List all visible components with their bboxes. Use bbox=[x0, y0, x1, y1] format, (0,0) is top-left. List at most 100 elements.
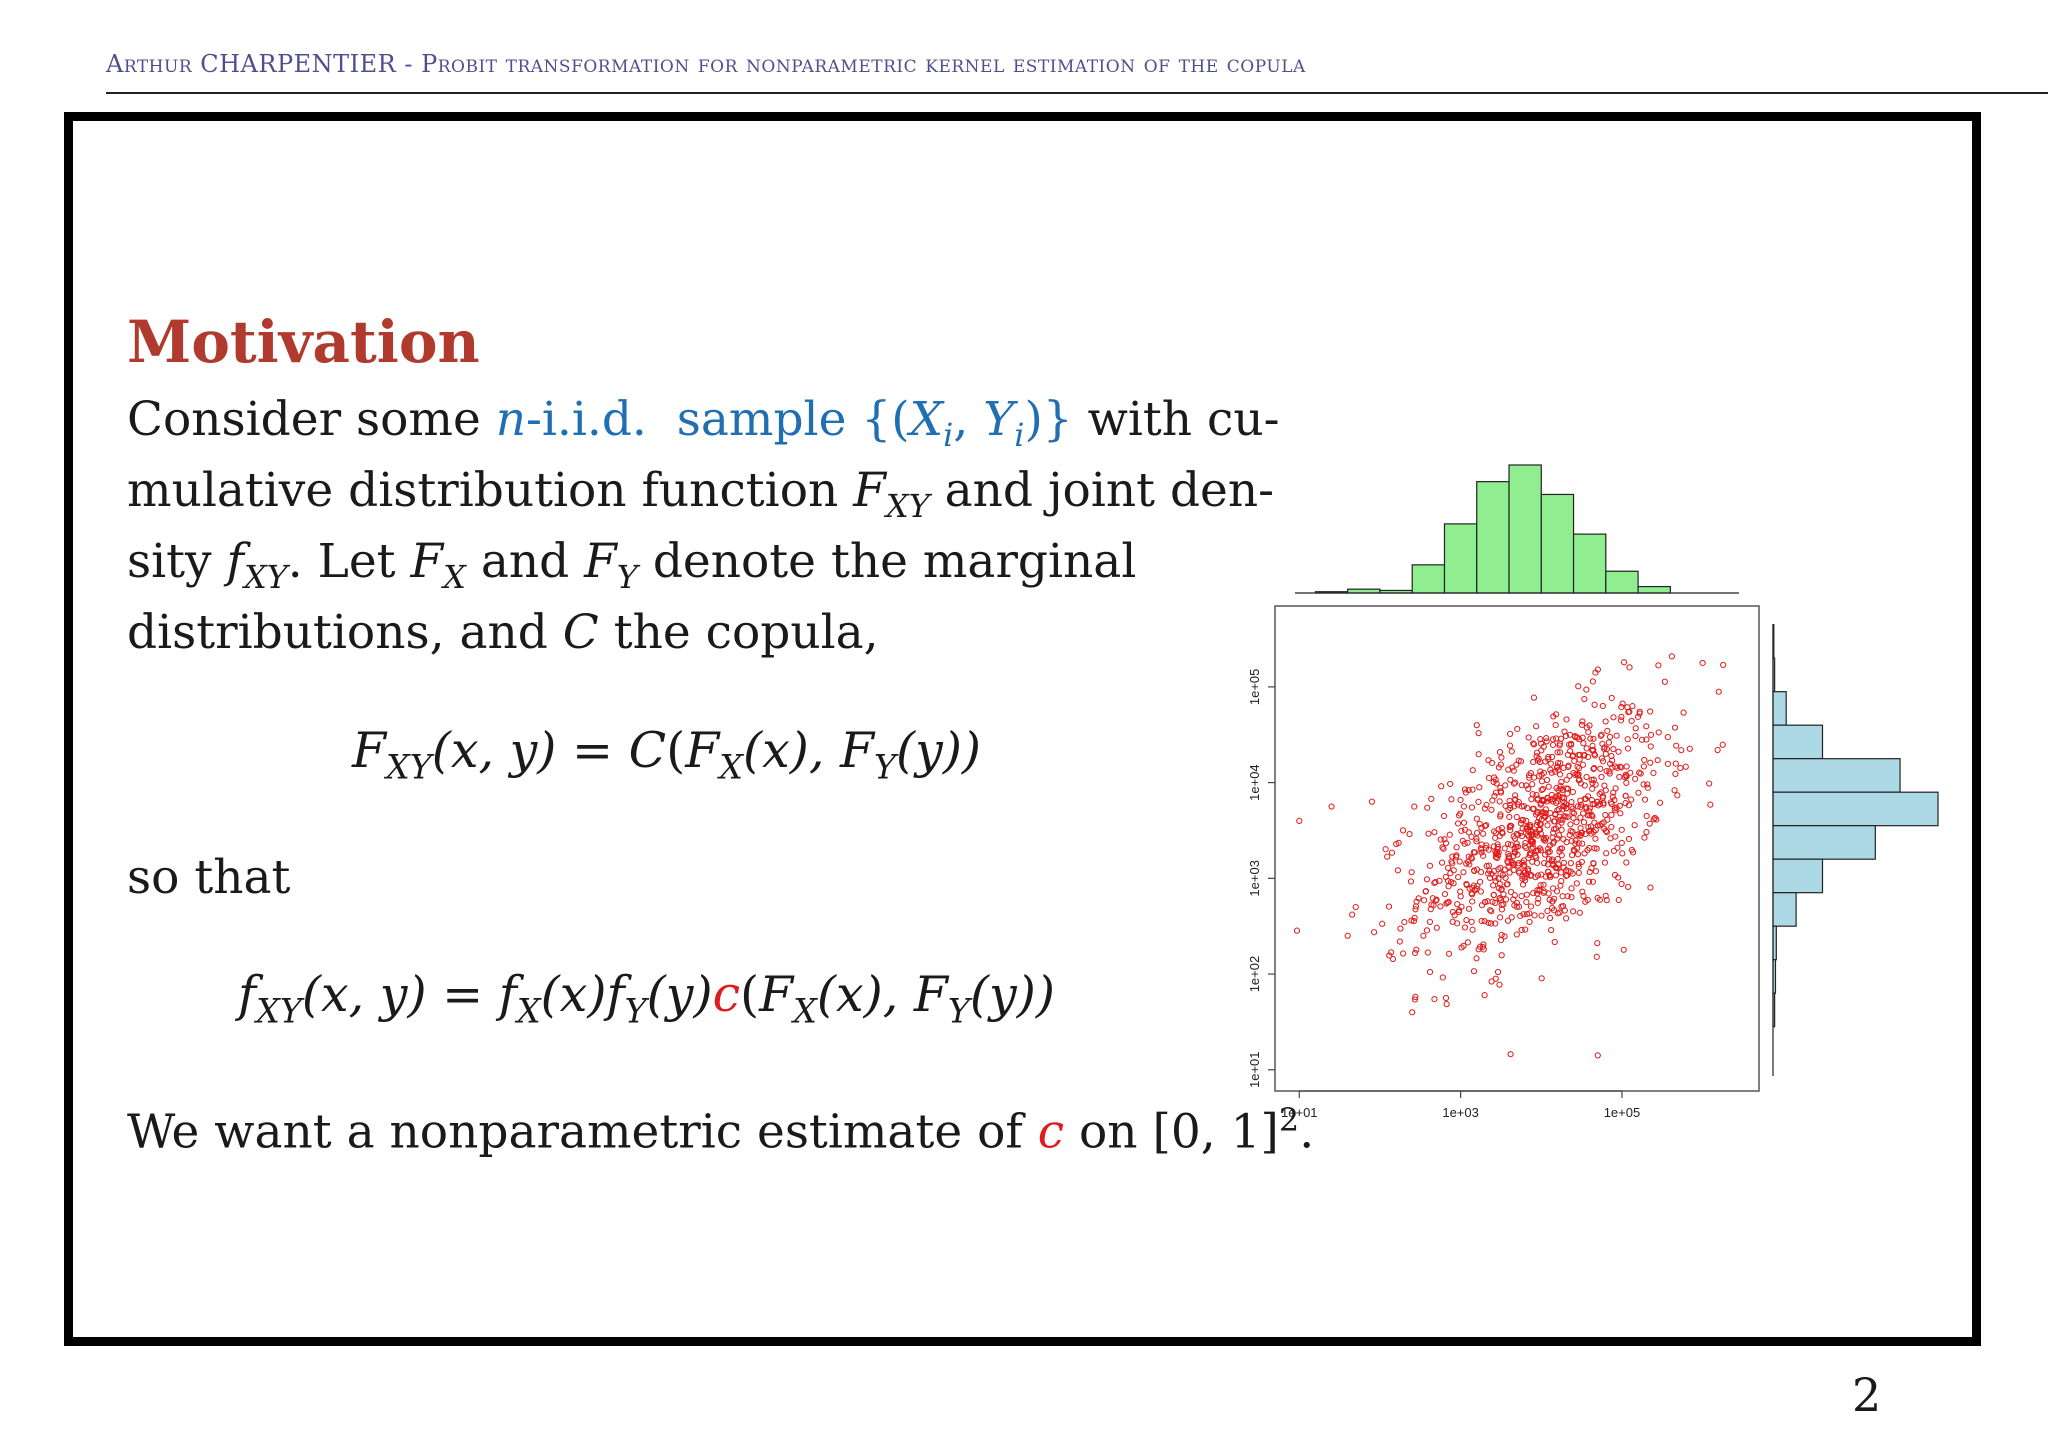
data-point bbox=[1409, 1009, 1416, 1016]
data-point bbox=[1671, 787, 1678, 794]
math-F: F bbox=[685, 722, 720, 779]
data-point bbox=[1650, 816, 1657, 823]
data-point bbox=[1464, 939, 1471, 946]
data-point bbox=[1555, 832, 1563, 839]
data-point bbox=[1619, 850, 1626, 857]
data-point bbox=[1524, 804, 1531, 812]
data-point bbox=[1628, 846, 1636, 854]
data-point bbox=[1474, 882, 1481, 889]
data-point bbox=[1473, 815, 1480, 822]
data-point bbox=[1650, 769, 1657, 777]
data-point bbox=[1586, 805, 1593, 812]
data-point bbox=[1513, 840, 1520, 847]
subscript-i: i bbox=[943, 416, 954, 455]
data-point bbox=[1591, 819, 1598, 826]
data-point bbox=[1496, 798, 1503, 805]
data-point bbox=[1655, 662, 1662, 669]
data-point bbox=[1610, 714, 1617, 721]
math-F: F bbox=[840, 722, 875, 779]
data-point bbox=[1513, 903, 1520, 910]
data-point bbox=[1559, 806, 1566, 813]
data-point bbox=[1588, 776, 1595, 783]
data-point bbox=[1589, 813, 1596, 820]
data-point bbox=[1585, 878, 1593, 885]
data-point bbox=[1440, 812, 1448, 820]
data-point bbox=[1504, 917, 1512, 924]
data-point bbox=[1544, 868, 1552, 875]
data-point bbox=[1431, 829, 1438, 836]
data-point bbox=[1528, 831, 1535, 838]
data-point bbox=[1388, 949, 1395, 956]
data-point bbox=[1647, 743, 1654, 750]
data-point bbox=[1581, 695, 1588, 703]
data-point bbox=[1612, 785, 1619, 792]
data-point bbox=[1550, 885, 1557, 892]
data-point bbox=[1480, 830, 1487, 837]
data-point bbox=[1566, 741, 1573, 748]
data-point bbox=[1473, 722, 1480, 729]
data-point bbox=[1495, 764, 1503, 771]
data-point bbox=[1449, 908, 1456, 916]
data-point bbox=[1530, 844, 1537, 851]
data-point bbox=[1643, 736, 1650, 743]
data-point bbox=[1545, 855, 1553, 863]
data-point bbox=[1576, 756, 1583, 763]
data-point bbox=[1523, 898, 1530, 906]
data-point bbox=[1501, 845, 1508, 852]
data-point bbox=[1495, 866, 1502, 873]
data-point bbox=[1485, 774, 1493, 782]
data-point bbox=[1618, 764, 1625, 771]
data-point bbox=[1574, 803, 1581, 810]
data-point bbox=[1538, 912, 1545, 919]
data-point bbox=[1510, 767, 1517, 774]
text: denote the marginal bbox=[637, 534, 1137, 589]
data-point bbox=[1422, 888, 1429, 895]
data-point bbox=[1583, 686, 1590, 693]
data-point bbox=[1646, 820, 1653, 827]
data-point bbox=[1623, 772, 1630, 780]
data-point bbox=[1577, 832, 1584, 840]
data-point bbox=[1551, 938, 1558, 946]
data-point bbox=[1644, 784, 1651, 791]
data-point bbox=[1608, 752, 1615, 760]
subscript-Y: Y bbox=[874, 747, 897, 787]
subscript-Y: Y bbox=[624, 991, 647, 1031]
data-point bbox=[1600, 819, 1607, 826]
data-point bbox=[1594, 894, 1601, 901]
data-point bbox=[1592, 868, 1600, 875]
data-point bbox=[1436, 877, 1443, 884]
data-point bbox=[1446, 831, 1453, 838]
data-point bbox=[1394, 867, 1402, 874]
data-point bbox=[1561, 907, 1568, 914]
data-point bbox=[1514, 725, 1521, 733]
data-point bbox=[1603, 745, 1611, 752]
data-point bbox=[1599, 758, 1607, 765]
data-point bbox=[1493, 780, 1500, 787]
data-point bbox=[1638, 736, 1646, 743]
data-point bbox=[1523, 782, 1530, 789]
data-point bbox=[1597, 765, 1604, 772]
data-point bbox=[1606, 770, 1613, 777]
data-point bbox=[1549, 904, 1556, 912]
data-point bbox=[1554, 910, 1561, 917]
paragraph-line-1: Consider some n-i.i.d. sample {(Xi, Yi)}… bbox=[127, 384, 1280, 471]
data-point bbox=[1487, 920, 1495, 927]
data-point bbox=[1617, 810, 1624, 817]
data-point bbox=[1573, 880, 1580, 887]
data-point bbox=[1624, 745, 1632, 752]
data-point bbox=[1520, 911, 1527, 918]
data-point bbox=[1508, 858, 1515, 866]
data-point bbox=[1617, 717, 1625, 724]
data-point bbox=[1575, 863, 1582, 870]
data-point bbox=[1553, 784, 1560, 792]
data-point bbox=[1592, 781, 1599, 788]
data-point bbox=[1519, 875, 1526, 882]
data-point bbox=[1476, 784, 1483, 791]
data-point bbox=[1550, 838, 1558, 845]
data-point bbox=[1668, 653, 1675, 660]
data-point bbox=[1407, 878, 1415, 885]
data-point bbox=[1554, 760, 1562, 767]
set-close: )} bbox=[1024, 392, 1073, 447]
data-point bbox=[1563, 716, 1570, 723]
data-point bbox=[1495, 849, 1502, 856]
